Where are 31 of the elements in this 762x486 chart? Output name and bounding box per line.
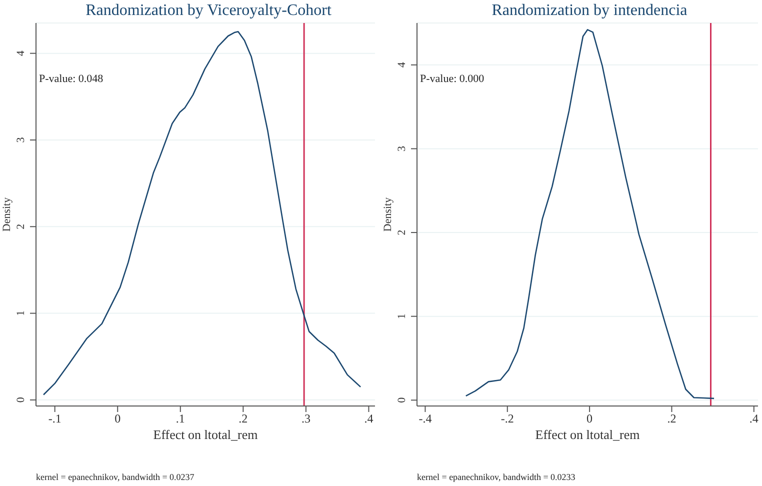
x-axis-title: Effect on ltotal_rem bbox=[153, 427, 258, 442]
y-tick-label: 4 bbox=[15, 50, 27, 56]
x-tick-label: .1 bbox=[176, 412, 185, 426]
annotation: P-value: 0.000 bbox=[420, 73, 484, 85]
y-tick-label: 2 bbox=[15, 224, 27, 230]
y-tick-label: 4 bbox=[396, 62, 408, 68]
chart-title: Randomization by Viceroyalty-Cohort bbox=[84, 2, 332, 20]
y-tick-label: 1 bbox=[15, 310, 27, 316]
y-axis-title: Density bbox=[382, 196, 394, 232]
x-tick-label: .3 bbox=[301, 412, 310, 426]
y-tick-label: 0 bbox=[15, 396, 27, 403]
text: kernel = epanechnikov, bandwidth = 0.0233 bbox=[417, 472, 576, 482]
text: kernel = epanechnikov, bandwidth = 0.0237 bbox=[36, 472, 194, 482]
x-tick-label: .2 bbox=[238, 412, 248, 426]
x-tick-label: -.4 bbox=[418, 412, 432, 426]
chart-title: Randomization by intendencia bbox=[490, 2, 688, 20]
x-tick-label: -.2 bbox=[500, 412, 514, 426]
y-tick-label: 1 bbox=[396, 314, 408, 320]
x-axis-title: Effect on ltotal_rem bbox=[535, 427, 640, 442]
annotation: P-value: 0.048 bbox=[39, 73, 104, 85]
y-tick-label: 2 bbox=[396, 230, 408, 236]
x-tick-label: .4 bbox=[364, 412, 374, 426]
x-tick-label: .4 bbox=[749, 412, 758, 426]
y-axis-title: Density bbox=[0, 196, 13, 232]
y-tick-label: 0 bbox=[396, 396, 408, 403]
x-tick-label: .2 bbox=[667, 412, 676, 426]
x-tick-label: 0 bbox=[114, 412, 121, 426]
x-tick-label: 0 bbox=[586, 412, 593, 426]
x-tick-label: -.1 bbox=[48, 412, 62, 426]
y-tick-label: 3 bbox=[396, 145, 408, 152]
y-tick-label: 3 bbox=[15, 136, 27, 143]
